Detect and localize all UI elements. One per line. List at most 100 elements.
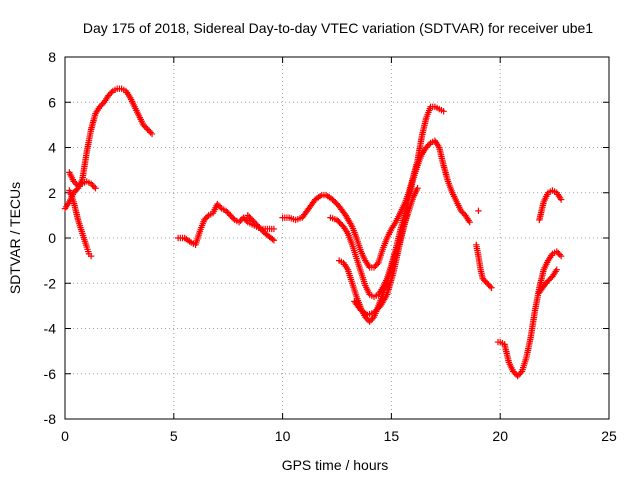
x-tick-label: 10 — [275, 428, 291, 444]
data-point-interp — [90, 183, 98, 190]
x-tick-label: 15 — [384, 428, 400, 444]
grid — [65, 57, 609, 419]
y-tick-label: -6 — [44, 366, 57, 382]
data-point-interp — [228, 213, 236, 221]
data-point-interp — [425, 141, 433, 148]
data-point-interp — [363, 315, 370, 322]
data-point-interp — [145, 127, 153, 135]
x-tick-label: 5 — [170, 428, 178, 444]
data-point — [483, 280, 491, 287]
data-point-interp — [106, 90, 114, 98]
data-point-interp — [143, 124, 150, 132]
data-point-interp — [202, 215, 209, 222]
data-point — [414, 185, 421, 192]
data-point-interp — [556, 251, 563, 258]
data-point — [488, 284, 495, 291]
data-point — [227, 212, 234, 219]
data-point-interp — [254, 222, 262, 230]
data-point-interp — [460, 210, 468, 218]
data-point — [403, 212, 410, 219]
y-tick-label: 4 — [48, 140, 56, 156]
data-point-interp — [248, 216, 256, 224]
y-axis-label: SDTVAR / TECUs — [7, 182, 23, 294]
axis-ticks: 0 5 10 15 20 25 -8 -6 -4 -2 0 2 4 6 8 — [44, 49, 617, 444]
data-point-interp — [511, 369, 518, 377]
data-point-interp — [486, 283, 494, 290]
data-point-interp — [71, 179, 79, 187]
data-point — [201, 216, 208, 224]
data-point — [148, 130, 156, 138]
data-point — [553, 266, 560, 273]
y-tick-label: 8 — [48, 49, 56, 65]
y-tick-label: 2 — [48, 185, 56, 201]
data-point — [514, 372, 521, 380]
data-point-interp — [89, 182, 96, 189]
data-point-interp — [369, 315, 376, 322]
data-point-interp — [251, 219, 259, 227]
data-point — [105, 92, 112, 99]
data-point — [235, 218, 243, 226]
data-point-interp — [517, 369, 524, 377]
data-point-interp — [108, 89, 115, 96]
data-point-interp — [71, 188, 79, 195]
y-tick-label: -2 — [44, 275, 57, 291]
data-point-interp — [225, 210, 233, 218]
data-point-interp — [215, 202, 222, 209]
data-point-interp — [367, 317, 375, 324]
x-tick-label: 20 — [492, 428, 508, 444]
data-point — [510, 368, 517, 375]
data-point-interp — [256, 224, 263, 231]
data-point — [440, 108, 447, 115]
data-point — [270, 237, 278, 244]
data-point-interp — [482, 278, 489, 285]
data-point-interp — [98, 102, 105, 109]
data-point-interp — [269, 235, 276, 243]
data-point-interp — [424, 142, 431, 150]
x-tick-label: 0 — [61, 428, 69, 444]
data-point — [87, 180, 95, 187]
data-point — [423, 144, 430, 151]
data-point-interp — [257, 225, 265, 233]
data-point — [222, 207, 230, 215]
data-point-interp — [224, 209, 231, 216]
data-point-interp — [247, 215, 254, 222]
data-point — [370, 264, 378, 271]
data-point-interp — [203, 213, 211, 221]
data-point — [553, 248, 560, 255]
data-point-interp — [141, 123, 148, 130]
data-point — [253, 221, 260, 228]
data-point — [214, 200, 221, 208]
data-point-interp — [555, 249, 562, 257]
data-point — [466, 218, 473, 226]
data-point — [96, 103, 104, 110]
data-point — [366, 318, 373, 325]
data-point-interp — [246, 213, 253, 221]
y-tick-label: 0 — [48, 230, 56, 246]
data-point — [70, 178, 77, 185]
data-point-interp — [515, 371, 523, 378]
data-point-interp — [459, 209, 466, 216]
data-point-interp — [217, 203, 224, 211]
data-point — [479, 275, 486, 282]
data-point — [244, 212, 251, 219]
data-point-interp — [259, 227, 266, 234]
data-point-interp — [485, 281, 492, 288]
y-tick-label: -4 — [44, 321, 57, 337]
data-point — [557, 252, 565, 260]
data-point — [140, 121, 147, 129]
x-axis-label: GPS time / hours — [282, 457, 389, 473]
data-point-interp — [372, 262, 379, 270]
data-point — [557, 196, 565, 203]
y-tick-label: -8 — [44, 411, 57, 427]
data-point — [270, 225, 278, 233]
y-tick-label: 6 — [48, 94, 56, 110]
data-point-interp — [147, 129, 154, 136]
data-point — [144, 126, 151, 133]
data-point-interp — [243, 217, 250, 224]
chart-title: Day 175 of 2018, Sidereal Day-to-day VTE… — [83, 20, 593, 36]
data-point — [457, 207, 465, 215]
data-point-interp — [230, 215, 237, 222]
data-point — [87, 252, 95, 260]
data-point-interp — [373, 261, 381, 268]
